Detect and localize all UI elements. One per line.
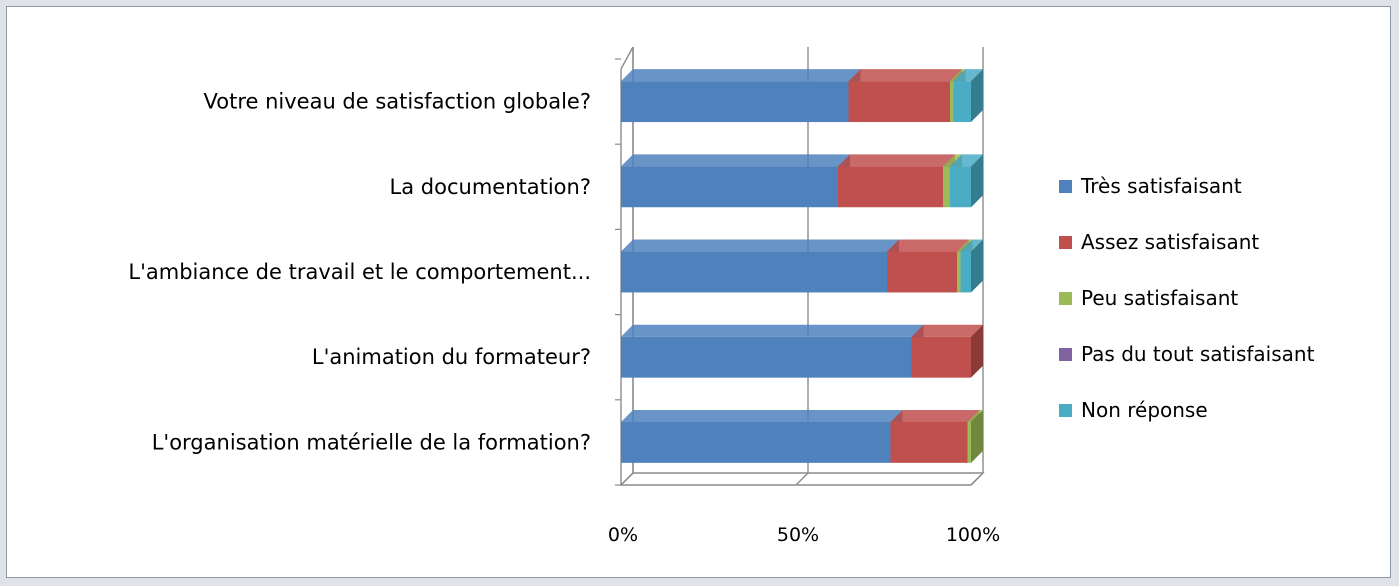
bar-segment-front bbox=[968, 422, 972, 463]
x-tick-label: 100% bbox=[946, 524, 1000, 546]
legend-item: Pas du tout satisfaisant bbox=[1059, 342, 1315, 366]
category-label: La documentation? bbox=[390, 175, 591, 199]
legend-label: Pas du tout satisfaisant bbox=[1081, 342, 1315, 366]
bar-segment-front bbox=[887, 252, 957, 293]
legend-label: Non réponse bbox=[1081, 398, 1208, 422]
bar-segment-front bbox=[849, 81, 951, 122]
bar-segment-front bbox=[912, 337, 972, 378]
bar-segment-front bbox=[950, 81, 954, 122]
x-tick-label: 0% bbox=[608, 524, 638, 546]
bar-segment bbox=[621, 410, 903, 463]
legend-swatch bbox=[1059, 292, 1072, 305]
bar-segment bbox=[950, 154, 983, 207]
bar-segment bbox=[912, 325, 984, 378]
bar-segment-top bbox=[621, 240, 899, 252]
category-label: L'animation du formateur? bbox=[312, 345, 591, 369]
chart-frame: Votre niveau de satisfaction globale? La … bbox=[6, 6, 1391, 578]
bar-segment-front bbox=[621, 422, 891, 463]
bar-segment bbox=[621, 69, 861, 122]
bar-segment bbox=[621, 325, 924, 378]
bar-segment-top bbox=[891, 410, 980, 422]
bar-segment bbox=[891, 410, 980, 463]
bar-segment-top bbox=[849, 69, 963, 81]
bar-segment bbox=[849, 69, 963, 122]
bar-segment-top bbox=[621, 325, 924, 337]
legend-item: Peu satisfaisant bbox=[1059, 286, 1238, 310]
bars-layer bbox=[621, 69, 983, 463]
bar-segment-front bbox=[943, 166, 950, 207]
bar-segment-front bbox=[950, 166, 971, 207]
legend-label: Assez satisfaisant bbox=[1081, 230, 1259, 254]
bar-segment-front bbox=[961, 252, 972, 293]
bar-segment-top bbox=[621, 410, 903, 422]
bar-segment bbox=[621, 154, 850, 207]
x-tick-label: 50% bbox=[777, 524, 819, 546]
bar-segment-top bbox=[838, 154, 955, 166]
legend-item: Non réponse bbox=[1059, 398, 1208, 422]
bar-segment-front bbox=[621, 166, 838, 207]
legend-swatch bbox=[1059, 404, 1072, 417]
legend-swatch bbox=[1059, 180, 1072, 193]
bar-segment-front bbox=[954, 81, 972, 122]
legend: Très satisfaisant Assez satisfaisant Peu s… bbox=[1059, 174, 1315, 422]
bar-segment-top bbox=[621, 69, 861, 81]
bar-segment-top bbox=[621, 154, 850, 166]
bar-segment-front bbox=[838, 166, 943, 207]
bar-segment-top bbox=[912, 325, 984, 337]
bar-segment bbox=[954, 69, 984, 122]
bar-segment-top bbox=[887, 240, 969, 252]
legend-label: Peu satisfaisant bbox=[1081, 286, 1238, 310]
bar-segment bbox=[887, 240, 969, 293]
legend-swatch bbox=[1059, 348, 1072, 361]
left-wall-top bbox=[621, 47, 633, 69]
category-label: L'ambiance de travail et le comportement… bbox=[128, 260, 591, 284]
category-label: L'organisation matérielle de la formatio… bbox=[152, 430, 591, 454]
category-labels: Votre niveau de satisfaction globale? La … bbox=[128, 90, 591, 455]
bar-segment-front bbox=[621, 81, 849, 122]
legend-item: Assez satisfaisant bbox=[1059, 230, 1259, 254]
bar-segment-front bbox=[621, 337, 912, 378]
bar-segment-front bbox=[621, 252, 887, 293]
legend-item: Très satisfaisant bbox=[1059, 174, 1242, 198]
legend-swatch bbox=[1059, 236, 1072, 249]
stacked-bar-chart: Votre niveau de satisfaction globale? La … bbox=[7, 7, 1392, 579]
bar-segment-front bbox=[957, 252, 961, 293]
bar-segment-front bbox=[891, 422, 968, 463]
bar-segment bbox=[621, 240, 899, 293]
category-label: Votre niveau de satisfaction globale? bbox=[204, 90, 592, 114]
x-tick-labels: 0% 50% 100% bbox=[608, 524, 1000, 546]
bar-segment bbox=[838, 154, 955, 207]
legend-label: Très satisfaisant bbox=[1080, 174, 1242, 198]
